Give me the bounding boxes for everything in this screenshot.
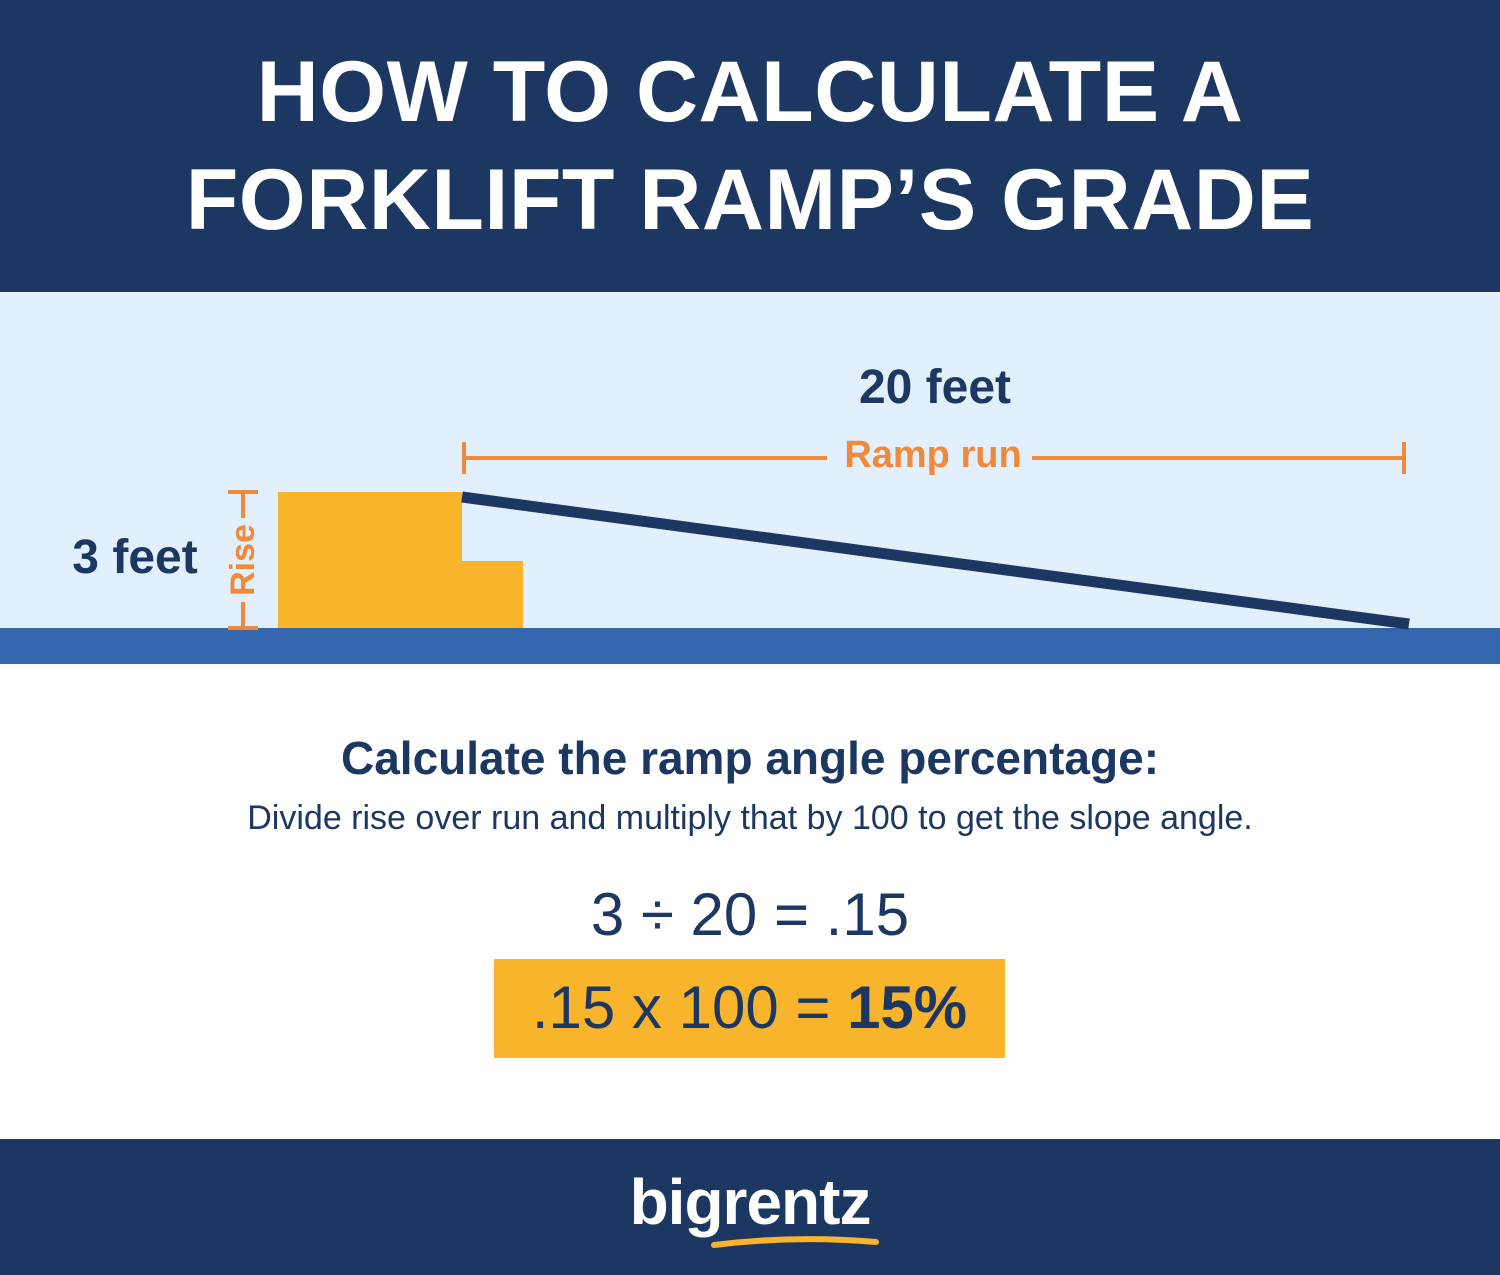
loading-dock-block bbox=[278, 492, 462, 628]
calculation-heading: Calculate the ramp angle percentage: bbox=[340, 732, 1160, 784]
run-dimension-line bbox=[462, 442, 1406, 474]
ground-floor bbox=[0, 628, 1500, 664]
title-line-2: FORKLIFT RAMP’S GRADE bbox=[185, 152, 1315, 248]
ramp-diagram-lines bbox=[228, 442, 1410, 630]
ramp-run-label: Ramp run bbox=[844, 434, 1022, 476]
loading-dock-step bbox=[460, 561, 523, 628]
header-banner: HOW TO CALCULATE A FORKLIFT RAMP’S GRADE bbox=[0, 0, 1500, 292]
rise-value-label: 3 feet bbox=[72, 531, 198, 584]
equation-multiply: .15 x 100 = 15% bbox=[494, 973, 1005, 1043]
rise-label: Rise bbox=[224, 524, 262, 596]
equation-multiply-expression: .15 x 100 = bbox=[531, 974, 848, 1041]
rise-dimension-line bbox=[228, 490, 258, 630]
bigrentz-logo: bigrentz bbox=[629, 1166, 872, 1238]
calculation-description: Divide rise over run and multiply that b… bbox=[247, 799, 1253, 837]
ramp-surface bbox=[461, 491, 1410, 630]
run-value-label: 20 feet bbox=[858, 361, 1012, 414]
result-highlight-box: .15 x 100 = 15% bbox=[494, 959, 1005, 1058]
footer-banner: bigrentz bbox=[0, 1139, 1500, 1275]
equation-result: 15% bbox=[847, 974, 968, 1041]
equation-divide: 3 ÷ 20 = .15 bbox=[590, 881, 910, 948]
title-line-1: HOW TO CALCULATE A bbox=[256, 44, 1244, 140]
logo-underline-swoosh-icon bbox=[711, 1236, 879, 1248]
